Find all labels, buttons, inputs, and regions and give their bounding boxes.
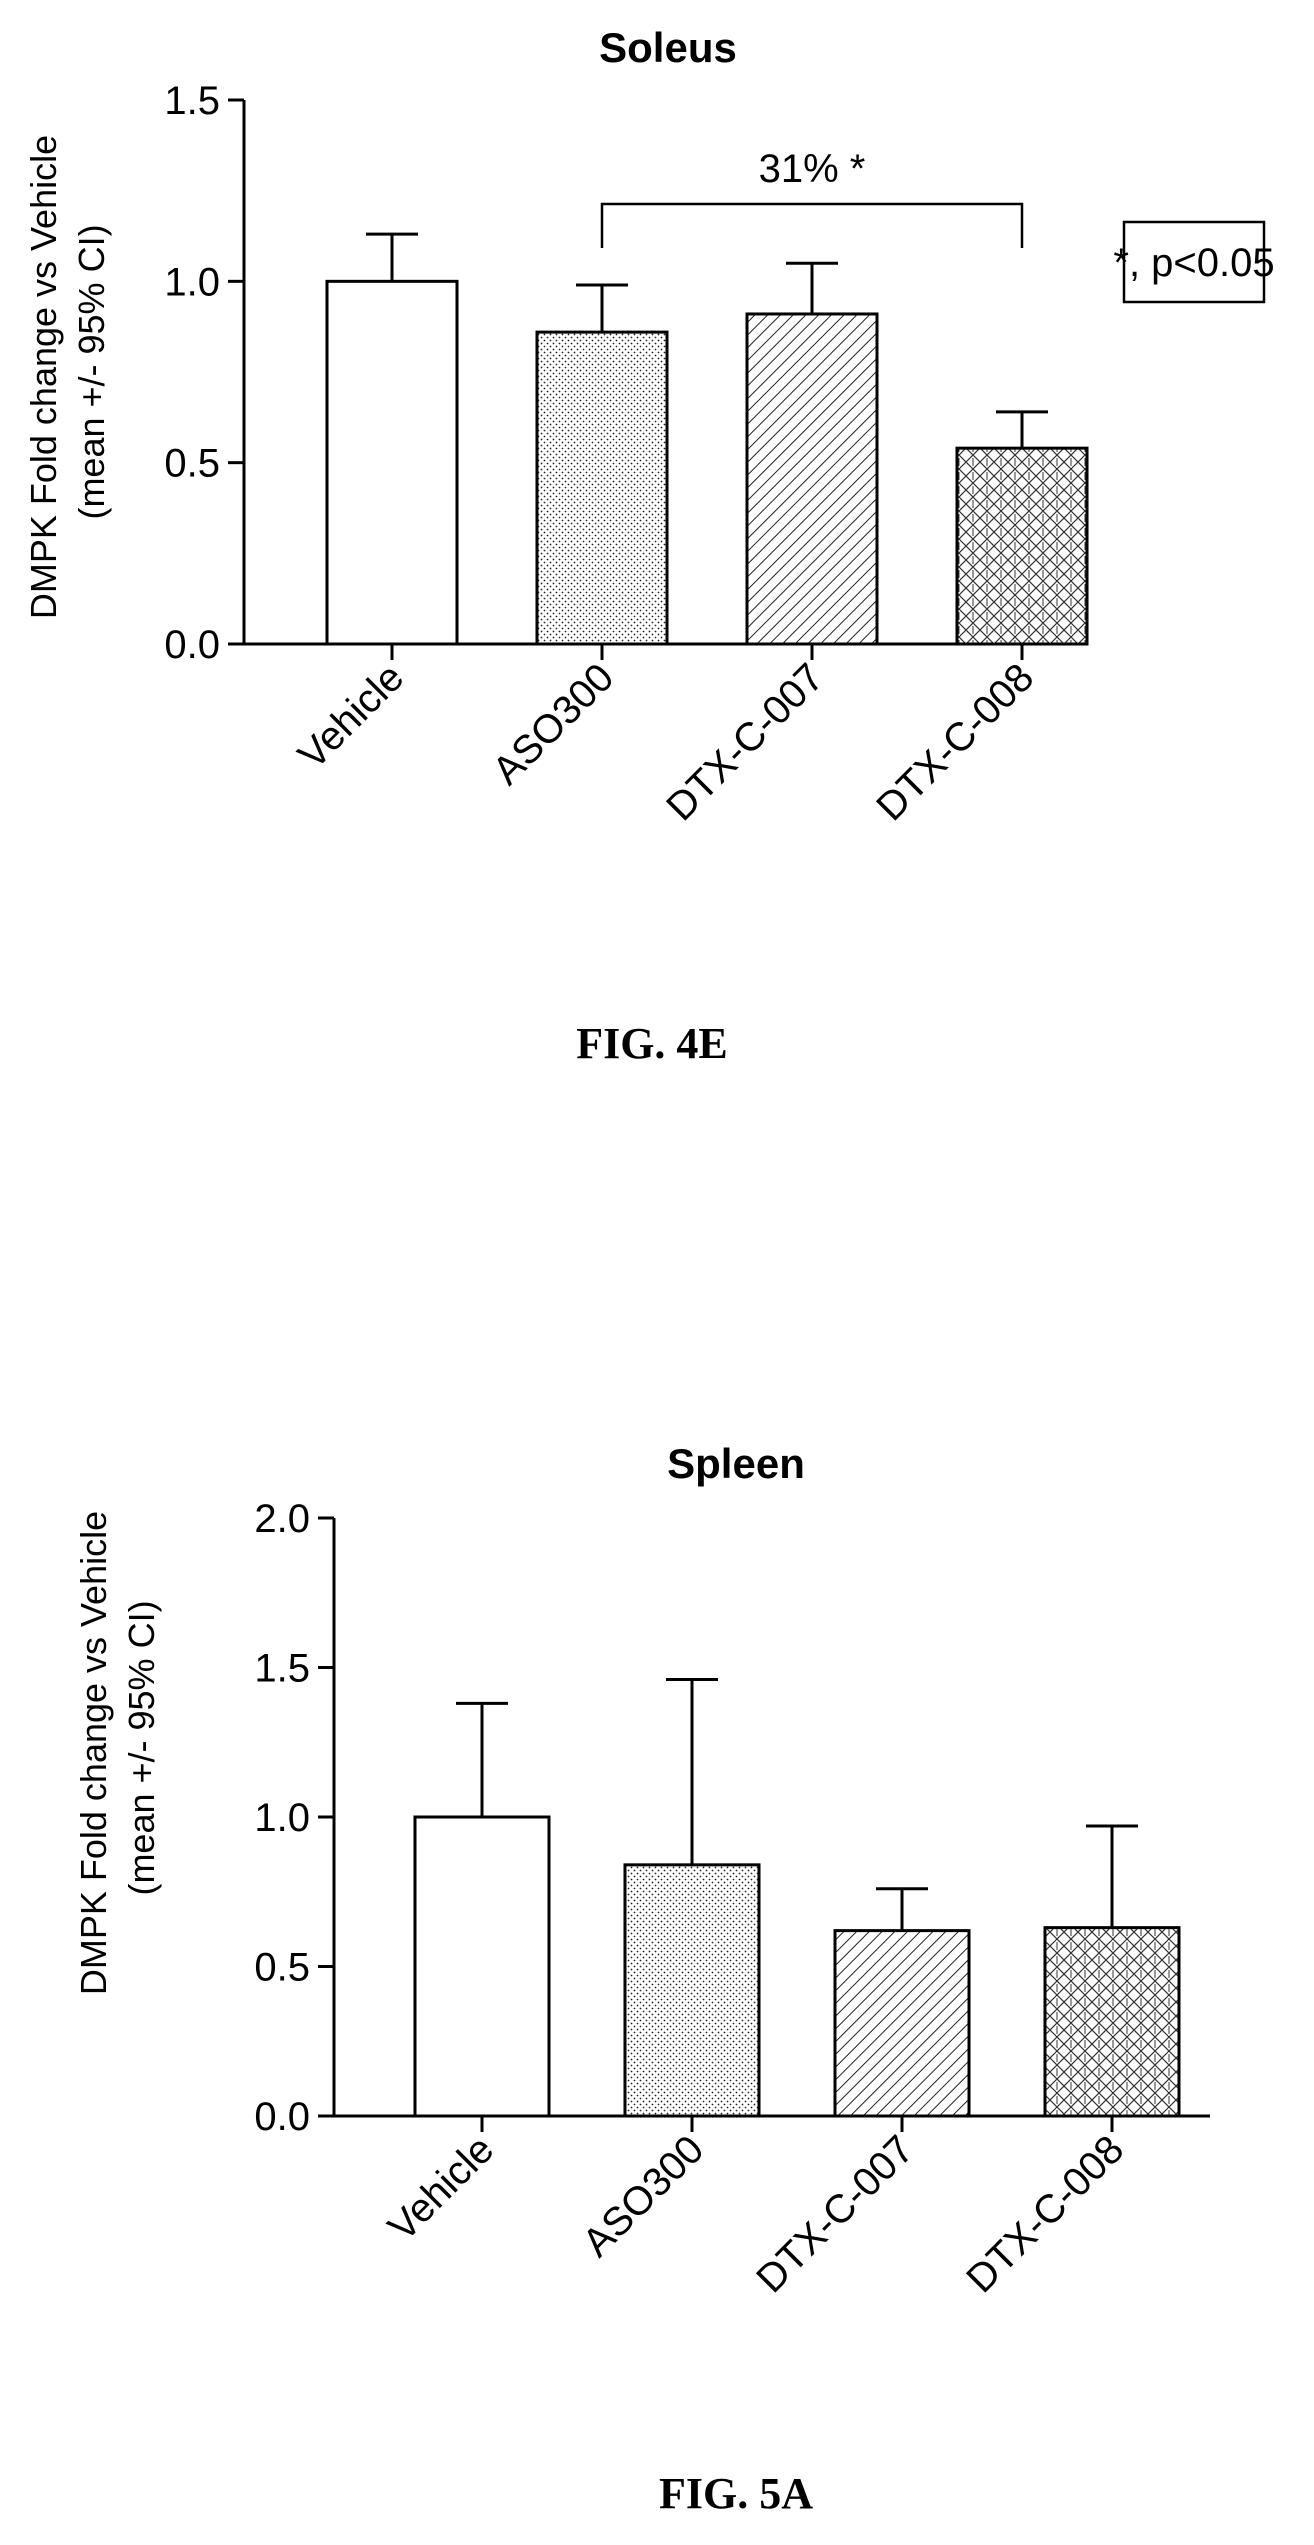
significance-annotation: 31% * [600,147,1024,248]
legend-box: *, p<0.05 [1113,220,1275,304]
y-tick-label: 0.0 [164,623,220,667]
x-tick-label: ASO300 [574,2127,712,2265]
y-tick-label: 1.5 [254,1647,310,1691]
y-tick-label: 2.0 [254,1497,310,1541]
significance-label: 31% * [759,147,866,191]
bar-vehicle [413,1815,551,2118]
bar-vehicle [325,279,459,646]
bar-aso300 [623,1863,761,2118]
x-tick-label: DTX-C-007 [658,655,832,829]
x-tick-label: ASO300 [484,655,622,793]
x-tick-labels: Vehicle ASO300 DTX-C-007 DTX-C-008 [380,2116,1132,2301]
y-ticks: 0.0 0.5 1.0 1.5 [164,79,244,667]
soleus-chart: Soleus DMPK Fold change vs Vehicle (mean… [23,24,1275,1068]
significance-bracket [600,202,1024,248]
y-axis-label: DMPK Fold change vs Vehicle (mean +/- 95… [23,125,112,619]
legend-box-text: *, p<0.05 [1113,241,1274,285]
x-tick-label: DTX-C-008 [958,2127,1132,2301]
x-tick-label: DTX-C-008 [868,655,1042,829]
y-tick-label: 1.0 [164,260,220,304]
x-tick-labels: Vehicle ASO300 DTX-C-007 DTX-C-008 [290,644,1042,829]
bars [413,1815,1181,2118]
bar-aso300 [535,330,669,646]
bar-dtx-c-007 [745,312,879,646]
x-tick-label: Vehicle [290,655,412,777]
y-axis-label: DMPK Fold change vs Vehicle (mean +/- 95… [73,1501,162,1995]
bar-dtx-c-007 [833,1929,971,2118]
x-tick-label: DTX-C-007 [748,2127,922,2301]
y-ticks: 0.0 0.5 1.0 1.5 2.0 [254,1497,334,2139]
y-tick-label: 1.0 [254,1796,310,1840]
y-tick-label: 0.5 [254,1946,310,1990]
spleen-chart: Spleen DMPK Fold change vs Vehicle (mean… [73,1440,1210,2518]
y-tick-label: 1.5 [164,79,220,123]
chart-title: Soleus [599,24,737,71]
chart-title: Spleen [667,1440,805,1487]
y-tick-label: 0.5 [164,442,220,486]
bars [325,279,1089,646]
bar-dtx-c-008 [955,446,1089,646]
figure-caption: FIG. 4E [576,1019,728,1068]
error-bars [456,1677,1138,1931]
x-tick-label: Vehicle [380,2127,502,2249]
bar-dtx-c-008 [1043,1926,1181,2118]
y-tick-label: 0.0 [254,2095,310,2139]
figure-caption: FIG. 5A [659,2469,813,2518]
error-bars [366,232,1048,449]
